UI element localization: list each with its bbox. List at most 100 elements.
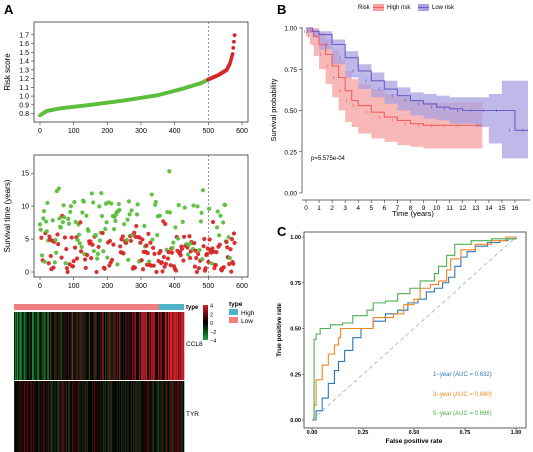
heatmap-cell (78, 381, 80, 452)
km-legend-low-label: Low risk (432, 5, 455, 11)
st-point (163, 221, 168, 227)
risk-xtick-label: 0 (38, 128, 42, 135)
heatmap-cell (58, 381, 60, 452)
heatmap-cell (79, 381, 81, 452)
heatmap-cell (70, 312, 72, 380)
st-point (196, 266, 202, 271)
heatmap-cell (153, 381, 155, 452)
st-point (101, 249, 106, 254)
heatmap-cell (66, 312, 68, 380)
st-point (54, 250, 59, 255)
heatmap-cell (40, 381, 42, 452)
heatmap-cell (165, 381, 167, 452)
heatmap-cell (137, 381, 139, 452)
st-point (170, 245, 175, 251)
risk-point (231, 46, 236, 50)
heatmap-cell (106, 381, 108, 452)
heatmap-cell (99, 381, 101, 452)
st-point (217, 242, 222, 247)
st-point (195, 204, 200, 209)
km-xtick-label: 1 (317, 205, 321, 212)
heatmap-cell (175, 381, 177, 452)
st-point (155, 233, 160, 238)
risk-ytick-label: 0.9 (19, 102, 29, 109)
roc-plot: 0.00 0.00 0.25 0.25 0.50 0.50 0.75 0.75 1.00 1.00… (276, 231, 527, 445)
heatmap-row-label-ccl8: CCL8 (186, 341, 203, 348)
km-curve-low (306, 27, 528, 131)
heatmap-cell (127, 312, 129, 380)
heatmap-cell (30, 381, 32, 452)
heatmap-cell (90, 381, 92, 452)
risk-xtick-label: 100 (68, 128, 80, 135)
type-legend-low-swatch (229, 317, 238, 323)
st-point (43, 219, 49, 224)
st-point (128, 238, 133, 243)
st-point (93, 233, 98, 238)
heatmap-cell (46, 312, 48, 380)
heatmap-cell (167, 381, 169, 452)
risk-ytick-label: 1.7 (19, 32, 29, 39)
heatmap-cell (14, 312, 16, 380)
roc-legend-5year: 5−year (AUC = 0.696) (433, 411, 492, 417)
heatmap-cell (155, 312, 157, 380)
heatmap-cell (43, 381, 45, 452)
st-point (85, 252, 90, 258)
heatmap-cell (72, 381, 74, 452)
heatmap-cell (139, 381, 141, 452)
st-point (144, 243, 149, 248)
st-point (173, 225, 178, 230)
km-xtick-label: 6 (383, 205, 387, 212)
km-curve-high (306, 27, 483, 126)
heatmap-cell (183, 381, 185, 452)
st-point (148, 240, 153, 245)
st-point (215, 209, 220, 214)
st-point (41, 216, 46, 221)
heatmap-cell (142, 312, 144, 380)
st-point (214, 250, 219, 255)
heatmap-cell (42, 381, 44, 452)
km-xtick-label: 3 (343, 205, 347, 212)
st-point (64, 246, 69, 252)
km-xlabel: Time (years) (392, 209, 434, 218)
st-point (210, 246, 215, 251)
roc-curve-2 (312, 236, 516, 421)
heatmap-cell (15, 312, 17, 380)
heatmap-cell (115, 381, 117, 452)
heatmap-cell (21, 312, 23, 380)
heatmap-cell (54, 312, 56, 380)
km-ytick-label: 0.50 (284, 108, 297, 115)
heatmap-cell (81, 381, 83, 452)
heatmap-cell (18, 381, 20, 452)
heatmap-cell (144, 312, 146, 380)
risk-score-yticks: 0.8 0.91.0 1.1 1.2 1.31.4 1.5 1.6 1.7 (19, 32, 34, 118)
heatmap-cell (38, 381, 40, 452)
heatmap-cell (112, 381, 114, 452)
heatmap-cell (56, 312, 58, 380)
st-point (97, 238, 103, 243)
heatmap-cell (162, 381, 164, 452)
heatmap-cell (111, 381, 113, 452)
heatmap-cell (98, 312, 100, 380)
km-p-value: p=5.575e-04 (311, 156, 346, 162)
heatmap-cell (71, 381, 73, 452)
st-point (227, 261, 232, 267)
roc-legend-3year: 3−year (AUC = 0.640) (433, 392, 492, 398)
st-point (65, 269, 70, 275)
heatmap-cell (82, 312, 84, 380)
heatmap-cell (61, 312, 63, 380)
st-point (127, 212, 132, 217)
heatmap-cell (57, 312, 59, 380)
heatmap-cell (169, 312, 171, 380)
st-point (225, 245, 230, 250)
st-point (129, 208, 134, 213)
heatmap-cell (19, 312, 21, 380)
heatmap-cell (103, 381, 105, 452)
st-xtick-label: 500 (202, 283, 214, 290)
km-xtick-label: 15 (498, 205, 506, 212)
km-xtick-label: 7 (396, 205, 400, 212)
heatmap-cell (88, 381, 90, 452)
st-point (51, 265, 56, 270)
km-xtick-label: 0 (304, 205, 308, 212)
heatmap-cell (130, 381, 132, 452)
km-xtick-label: 11 (446, 205, 453, 212)
